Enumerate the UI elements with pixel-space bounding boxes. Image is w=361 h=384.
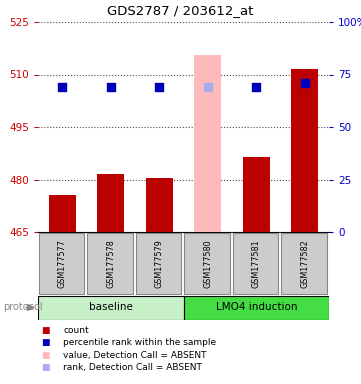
Text: GSM177580: GSM177580 [203,239,212,288]
Text: GSM177578: GSM177578 [106,239,115,288]
Text: GSM177577: GSM177577 [58,239,67,288]
FancyBboxPatch shape [184,233,230,294]
Text: ■: ■ [42,326,50,334]
Text: ■: ■ [42,351,50,360]
Point [253,84,259,90]
Text: ■: ■ [42,338,50,347]
Text: rank, Detection Call = ABSENT: rank, Detection Call = ABSENT [63,363,202,372]
Text: baseline: baseline [89,303,133,313]
Bar [195,55,221,232]
Text: GSM177579: GSM177579 [155,239,164,288]
Bar [291,69,318,232]
Text: GDS2787 / 203612_at: GDS2787 / 203612_at [107,5,254,18]
Bar [146,178,173,232]
Bar [49,195,75,232]
Point [59,84,65,90]
Text: percentile rank within the sample: percentile rank within the sample [63,338,216,347]
Point [302,80,308,86]
Point [156,84,162,90]
FancyBboxPatch shape [38,296,183,319]
Point [108,84,114,90]
Bar [243,157,270,232]
FancyBboxPatch shape [136,233,181,294]
Text: GSM177581: GSM177581 [252,239,261,288]
FancyBboxPatch shape [233,233,278,294]
Bar [97,174,124,232]
Text: protocol: protocol [4,303,43,313]
Text: value, Detection Call = ABSENT: value, Detection Call = ABSENT [63,351,207,360]
FancyBboxPatch shape [282,233,327,294]
Text: GSM177582: GSM177582 [300,239,309,288]
FancyBboxPatch shape [39,233,84,294]
Point [205,84,210,90]
Text: count: count [63,326,89,334]
Text: ■: ■ [42,363,50,372]
FancyBboxPatch shape [87,233,132,294]
FancyBboxPatch shape [183,296,329,319]
Text: LMO4 induction: LMO4 induction [216,303,297,313]
